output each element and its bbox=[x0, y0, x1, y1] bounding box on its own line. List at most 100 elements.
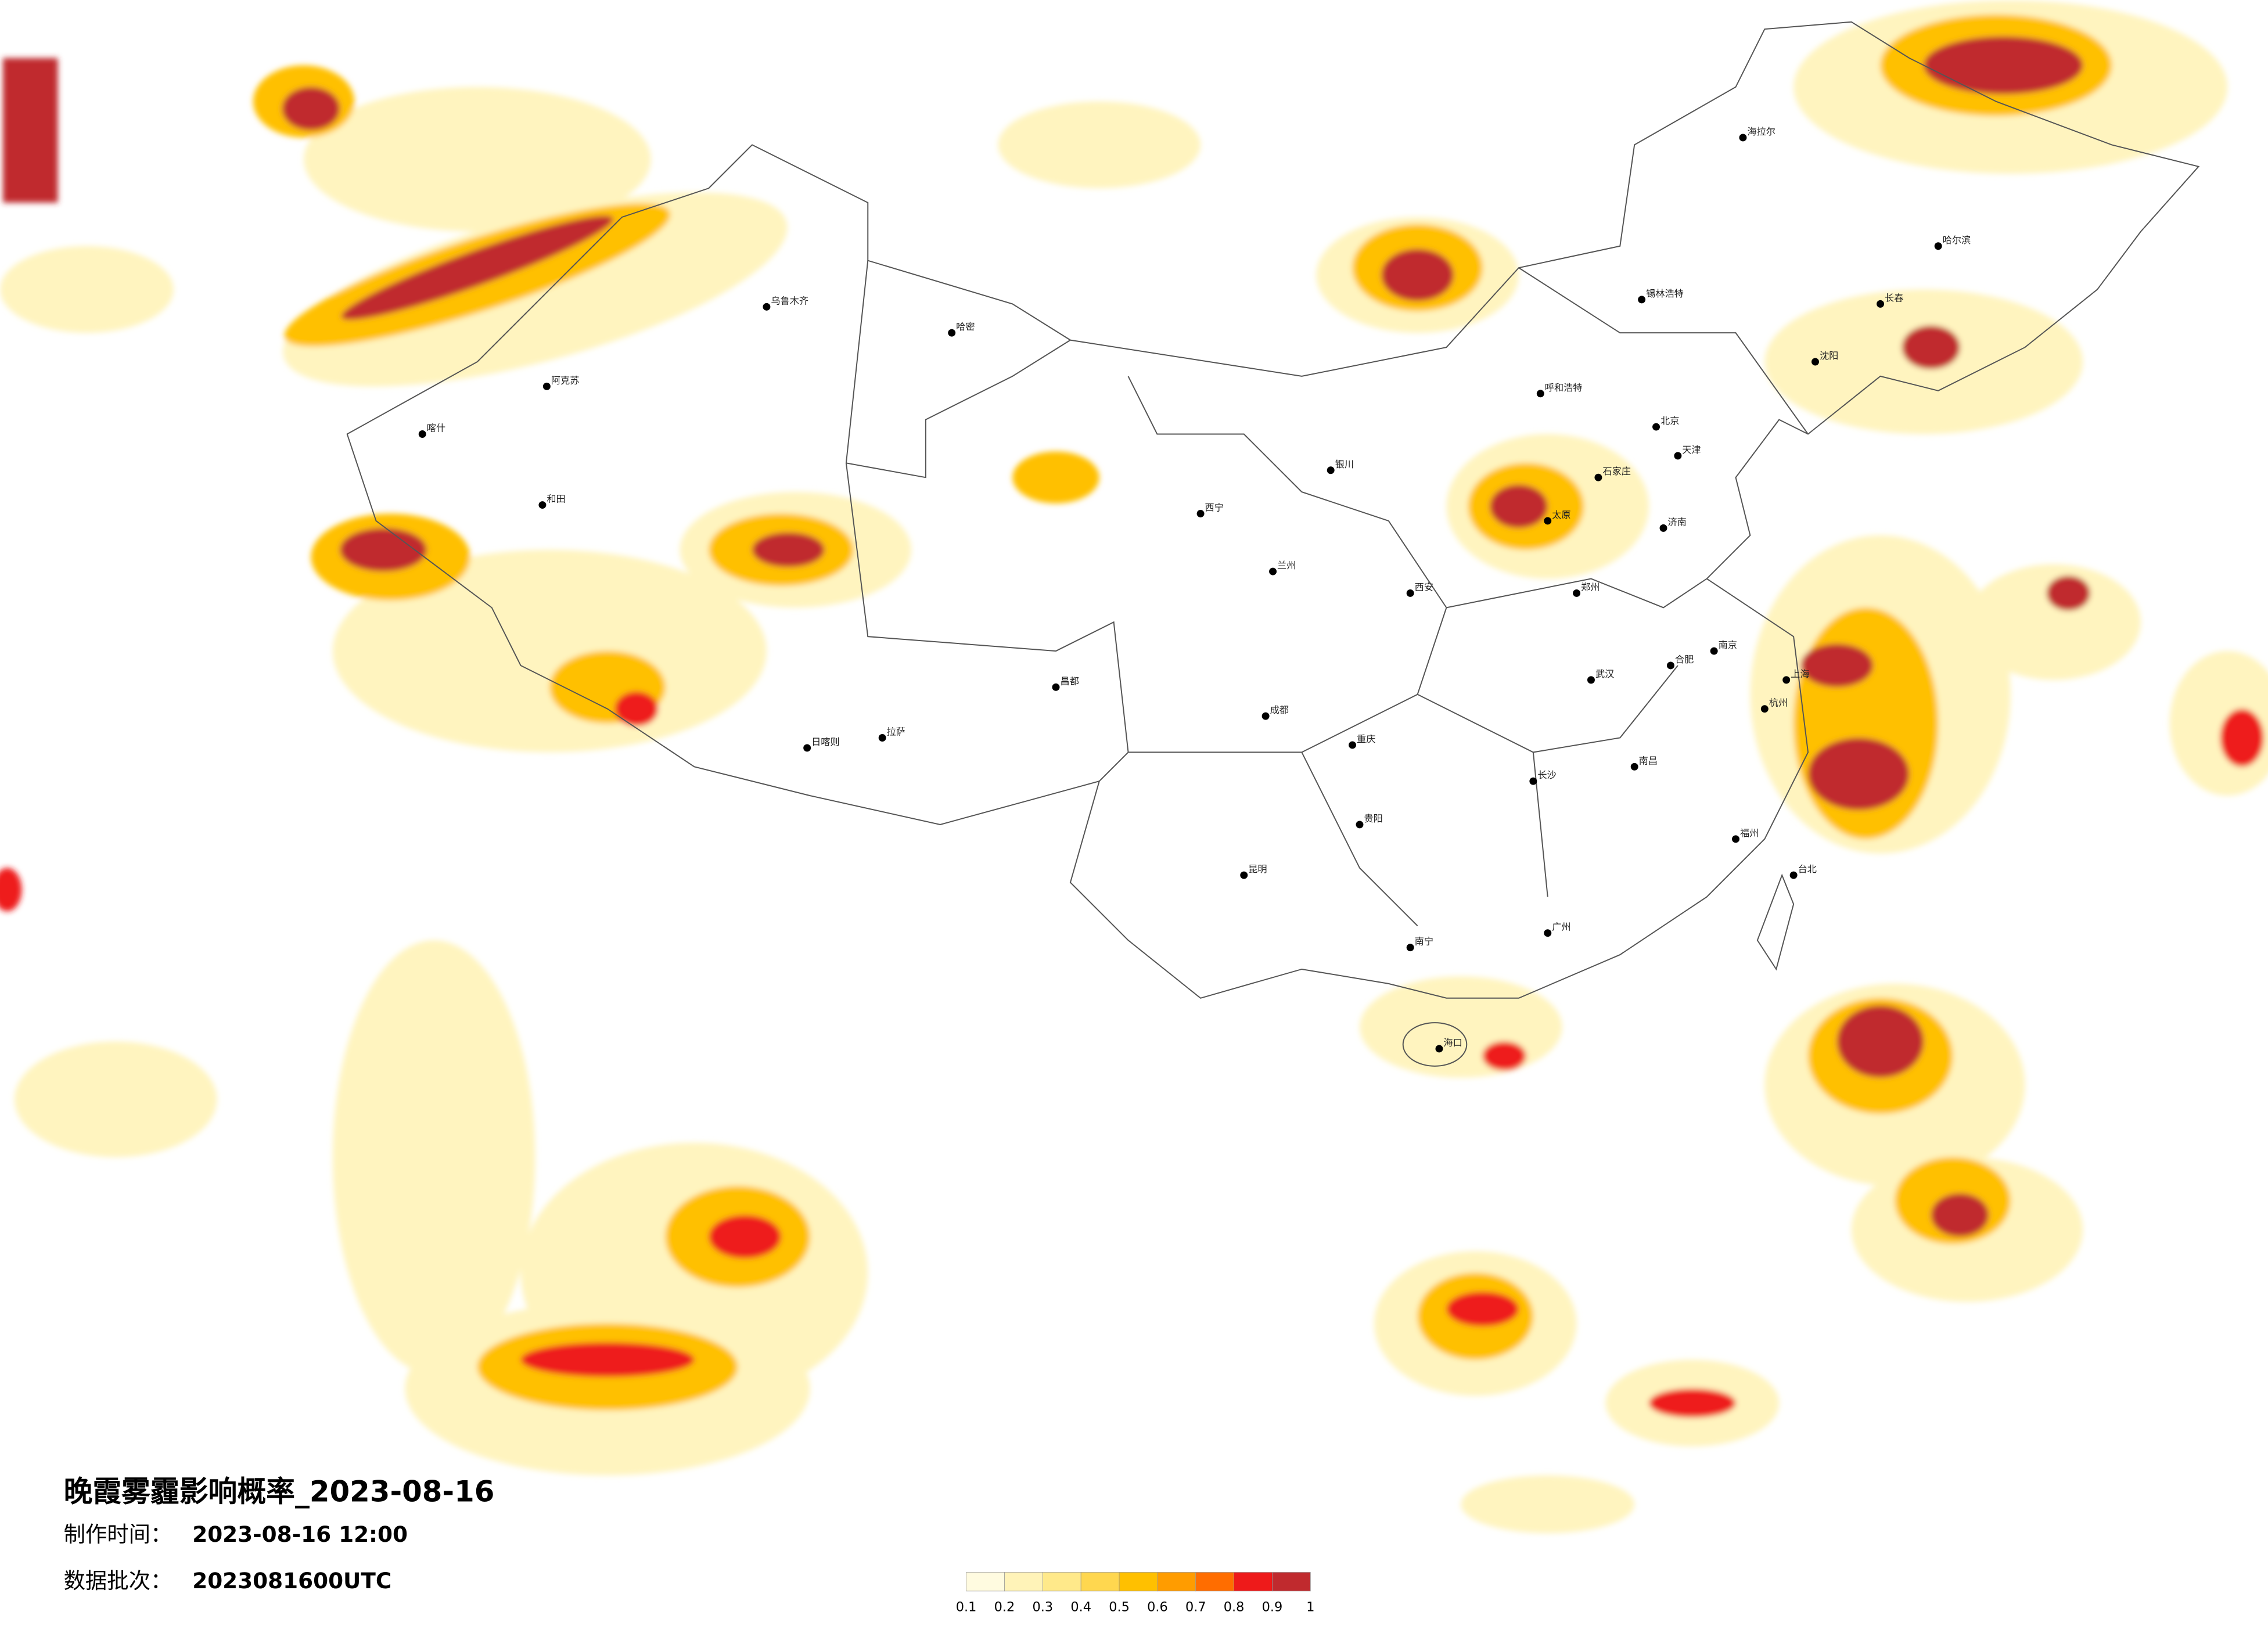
city-dot bbox=[1349, 741, 1357, 749]
city-dot bbox=[1789, 871, 1798, 879]
city-dot bbox=[763, 303, 771, 311]
city-label: 济南 bbox=[1667, 516, 1686, 527]
city-label: 兰州 bbox=[1277, 560, 1296, 571]
city-dot bbox=[1544, 929, 1552, 937]
city-label: 太原 bbox=[1552, 509, 1570, 520]
city-label: 锡林浩特 bbox=[1646, 288, 1684, 299]
city-dot bbox=[1710, 647, 1718, 655]
city-dot bbox=[1666, 661, 1674, 670]
legend-tick-label: 0.1 bbox=[956, 1600, 977, 1615]
city-label: 台北 bbox=[1798, 864, 1817, 875]
city-dot bbox=[1811, 358, 1819, 366]
legend-tick-label: 0.7 bbox=[1185, 1600, 1206, 1615]
city-label: 石家庄 bbox=[1602, 466, 1631, 477]
city-dot bbox=[1587, 676, 1595, 684]
legend-swatch bbox=[1195, 1572, 1234, 1592]
city-dot bbox=[1573, 589, 1581, 597]
legend-swatch bbox=[1234, 1572, 1273, 1592]
city-label: 合肥 bbox=[1675, 654, 1694, 665]
city-label: 郑州 bbox=[1581, 581, 1600, 592]
city-label: 西安 bbox=[1415, 581, 1433, 592]
city-label: 昆明 bbox=[1248, 864, 1267, 875]
city-dot bbox=[1356, 821, 1364, 829]
city-dot bbox=[1240, 871, 1248, 879]
city-label: 广州 bbox=[1552, 922, 1570, 933]
city-label: 银川 bbox=[1335, 459, 1354, 470]
city-dot bbox=[538, 501, 547, 509]
city-label: 福州 bbox=[1740, 828, 1759, 839]
legend-tick-label: 0.2 bbox=[994, 1600, 1015, 1615]
city-dot bbox=[878, 734, 886, 742]
boundaries bbox=[346, 21, 2200, 1067]
city-dot bbox=[1732, 835, 1739, 843]
city-dot bbox=[542, 382, 551, 390]
city-dot bbox=[1739, 134, 1747, 142]
legend-swatch bbox=[1157, 1572, 1196, 1592]
city-label: 南宁 bbox=[1415, 936, 1433, 947]
city-dot bbox=[1327, 466, 1335, 474]
city-dot bbox=[1659, 524, 1667, 532]
city-label: 长沙 bbox=[1537, 769, 1556, 780]
legend: 0.1 0.2 0.3 0.4 0.5 0.6 0.7 0.8 0.9 1 bbox=[956, 1572, 1314, 1615]
city-label: 呼和浩特 bbox=[1545, 382, 1583, 393]
city-label: 哈密 bbox=[956, 321, 975, 332]
city-label: 贵阳 bbox=[1364, 813, 1382, 824]
title: 晚霞雾霾影响概率_2023-08-16 bbox=[64, 1474, 495, 1508]
legend-swatch bbox=[966, 1572, 1005, 1592]
batch: 2023081600UTC bbox=[192, 1568, 391, 1593]
legend-tick-label: 0.9 bbox=[1262, 1600, 1283, 1615]
city-label: 北京 bbox=[1660, 415, 1679, 426]
legend-tick-label: 0.6 bbox=[1147, 1600, 1168, 1615]
city-label: 乌鲁木齐 bbox=[771, 295, 808, 306]
city-label: 阿克苏 bbox=[551, 375, 580, 386]
city-label: 成都 bbox=[1270, 704, 1289, 715]
legend-swatch bbox=[1272, 1572, 1311, 1592]
city-label: 杭州 bbox=[1769, 697, 1788, 708]
city-dot bbox=[1544, 517, 1552, 525]
legend-tick-label: 0.5 bbox=[1109, 1600, 1130, 1615]
city-label: 上海 bbox=[1791, 668, 1809, 679]
city-label: 喀什 bbox=[427, 423, 445, 434]
city-dot bbox=[803, 744, 811, 752]
made-label: 制作时间： bbox=[64, 1521, 172, 1547]
city-dot bbox=[1674, 452, 1682, 460]
city-dot bbox=[948, 329, 956, 337]
city-dot bbox=[1435, 1045, 1443, 1053]
legend-swatch bbox=[1004, 1572, 1043, 1592]
city-dot bbox=[1782, 676, 1791, 684]
legend-tick-label: 1 bbox=[1306, 1600, 1314, 1615]
city-label: 西宁 bbox=[1205, 502, 1224, 513]
city-label: 南昌 bbox=[1639, 755, 1658, 766]
city-dot bbox=[1261, 712, 1270, 720]
city-dot bbox=[1196, 510, 1205, 517]
city-dot bbox=[1529, 777, 1537, 785]
city-label: 长春 bbox=[1885, 292, 1903, 303]
city-dot bbox=[1594, 473, 1602, 481]
city-dot bbox=[1269, 567, 1277, 575]
city-label: 拉萨 bbox=[887, 726, 905, 738]
legend-tick-label: 0.8 bbox=[1224, 1600, 1245, 1615]
made-time: 2023-08-16 12:00 bbox=[192, 1521, 408, 1547]
city-dot bbox=[1760, 705, 1769, 713]
city-dot bbox=[418, 430, 426, 438]
city-dot bbox=[1652, 423, 1660, 431]
city-label: 哈尔滨 bbox=[1943, 235, 1971, 246]
legend-swatch bbox=[1042, 1572, 1081, 1592]
city-dot bbox=[1630, 762, 1638, 771]
city-dot bbox=[1406, 944, 1414, 952]
city-label: 昌都 bbox=[1060, 675, 1079, 686]
city-dot bbox=[1877, 300, 1885, 308]
city-label: 重庆 bbox=[1357, 733, 1375, 744]
city-label: 海拉尔 bbox=[1747, 126, 1775, 137]
city-dot bbox=[1536, 390, 1544, 398]
legend-tick-label: 0.4 bbox=[1070, 1600, 1091, 1615]
city-dot bbox=[1406, 589, 1414, 597]
city-label: 和田 bbox=[547, 494, 565, 505]
legend-swatch bbox=[1080, 1572, 1120, 1592]
city-label: 沈阳 bbox=[1820, 350, 1838, 361]
city-label: 武汉 bbox=[1595, 668, 1614, 679]
city-label: 日喀则 bbox=[811, 736, 840, 747]
city-dot bbox=[1052, 683, 1060, 691]
